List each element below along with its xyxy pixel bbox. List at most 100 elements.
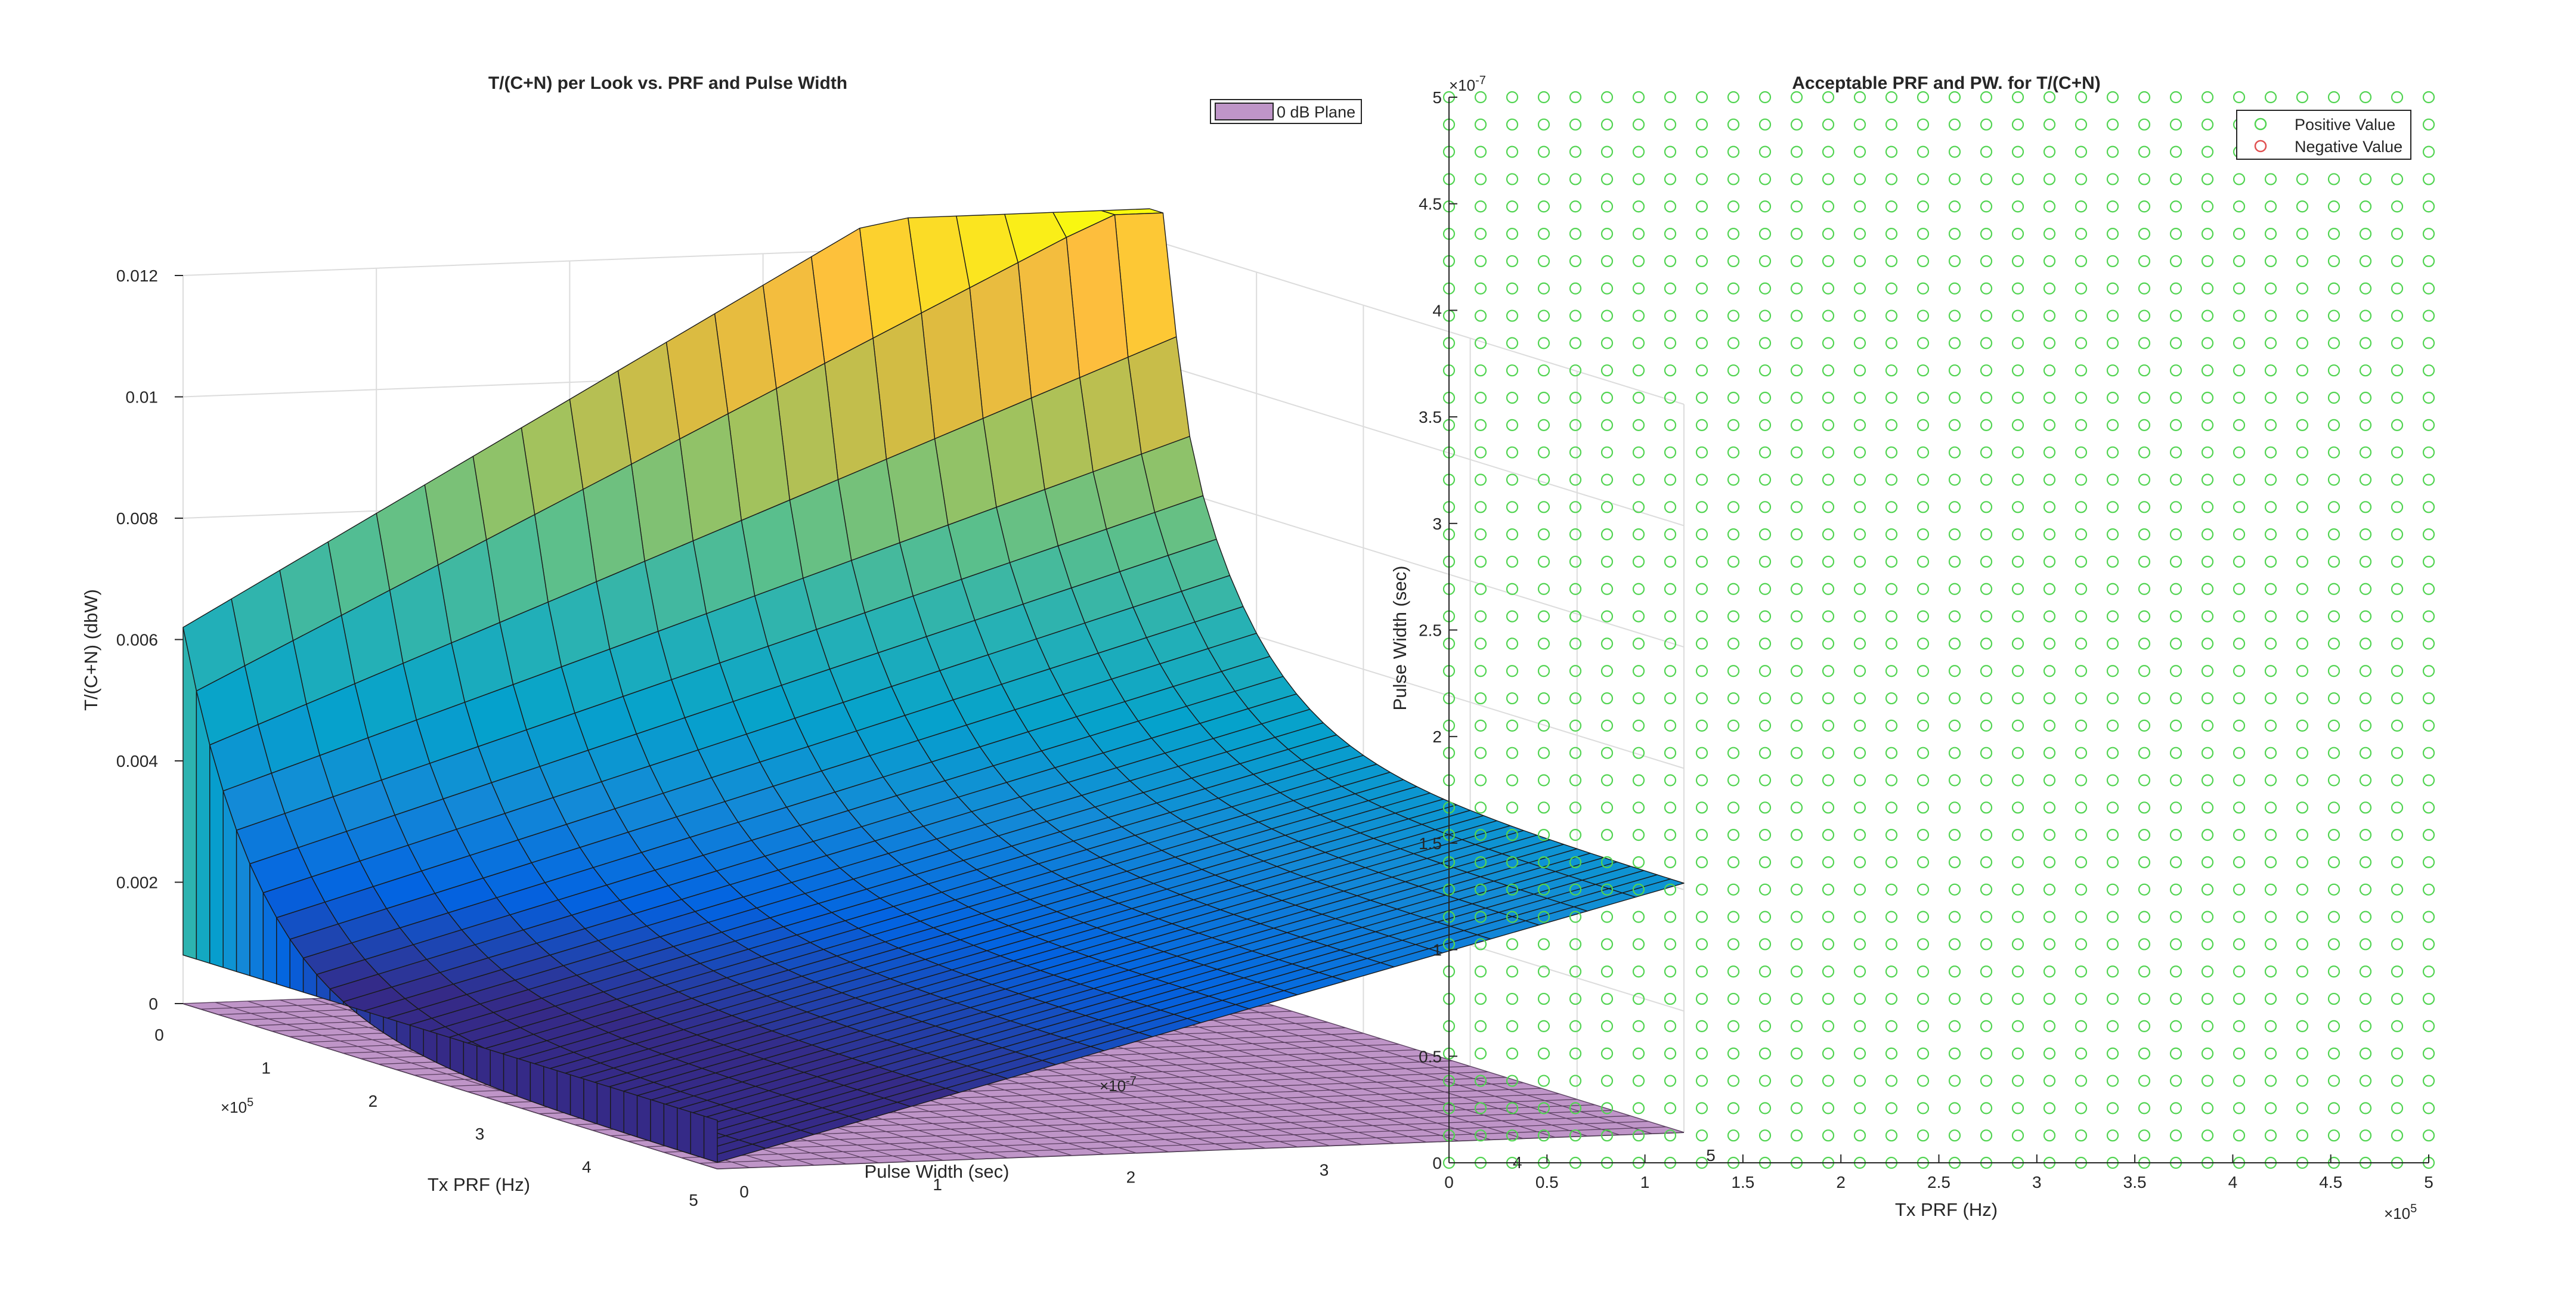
- scatter-ylabel: Pulse Width (sec): [1389, 566, 1410, 711]
- scatter-point-positive: [2138, 337, 2151, 349]
- scatter-point-positive: [1569, 282, 1582, 295]
- scatter-point-positive: [1758, 228, 1772, 240]
- scatter-point-positive: [1632, 1020, 1645, 1032]
- scatter-point-positive: [1695, 610, 1708, 623]
- scatter-point-positive: [2359, 282, 2372, 295]
- scatter-point-positive: [2422, 228, 2435, 240]
- scatter-point-positive: [2391, 337, 2404, 349]
- scatter-point-positive: [1980, 419, 1993, 431]
- scatter-point-positive: [1980, 391, 1993, 404]
- scatter-point-positive: [1853, 719, 1866, 732]
- scatter-point-positive: [1569, 473, 1582, 486]
- scatter-point-positive: [1474, 801, 1487, 814]
- scatter-point-positive: [2201, 692, 2214, 705]
- scatter-point-positive: [1474, 1047, 1487, 1060]
- scatter-point-positive: [1664, 610, 1677, 623]
- scatter-point-positive: [1727, 419, 1740, 431]
- scatter-point-positive: [2233, 747, 2246, 759]
- surface-y-tick-label: 5: [1706, 1146, 1716, 1165]
- surface-skirt: [436, 1033, 451, 1070]
- scatter-y-tick-label: 2.5: [1419, 621, 1442, 640]
- scatter-point-positive: [2011, 473, 2024, 486]
- scatter-point-positive: [2264, 309, 2277, 322]
- scatter-point-positive: [1506, 938, 1519, 951]
- scatter-point-positive: [2422, 1047, 2435, 1060]
- scatter-point-positive: [1980, 911, 1993, 923]
- scatter-point-positive: [2138, 911, 2151, 923]
- surface-y-tick-label: 0: [739, 1182, 749, 1201]
- scatter-point-positive: [1695, 938, 1708, 951]
- surface-y-tick-label: 1: [933, 1175, 942, 1194]
- scatter-point-positive: [1474, 419, 1487, 431]
- scatter-point-positive: [1790, 446, 1803, 459]
- scatter-point-positive: [2075, 91, 2088, 104]
- scatter-point-positive: [1790, 255, 1803, 268]
- scatter-point-positive: [1758, 473, 1772, 486]
- scatter-point-positive: [2011, 173, 2024, 185]
- scatter-point-positive: [2327, 528, 2340, 541]
- scatter-point-positive: [2106, 228, 2119, 240]
- scatter-point-positive: [2169, 992, 2182, 1005]
- scatter-point-positive: [2106, 583, 2119, 595]
- scatter-point-positive: [1980, 91, 1993, 104]
- scatter-point-positive: [1600, 1075, 1614, 1087]
- scatter-point-positive: [1537, 1129, 1550, 1142]
- scatter-point-positive: [1727, 555, 1740, 568]
- scatter-point-positive: [2075, 309, 2088, 322]
- scatter-point-positive: [2075, 200, 2088, 213]
- scatter-point-positive: [2138, 747, 2151, 759]
- scatter-point-positive: [2233, 419, 2246, 431]
- scatter-point-positive: [2106, 200, 2119, 213]
- scatter-point-positive: [1758, 391, 1772, 404]
- scatter-point-positive: [1916, 801, 1930, 814]
- surface-xlabel: Tx PRF (Hz): [428, 1174, 530, 1195]
- scatter-point-positive: [2201, 555, 2214, 568]
- scatter-point-positive: [1727, 856, 1740, 869]
- scatter-point-positive: [1758, 173, 1772, 185]
- scatter-point-positive: [2296, 856, 2309, 869]
- scatter-point-positive: [1790, 282, 1803, 295]
- scatter-point-positive: [1600, 1047, 1614, 1060]
- scatter-point-positive: [1537, 992, 1550, 1005]
- scatter-point-positive: [1695, 391, 1708, 404]
- surface-x-tick-label: 0: [154, 1026, 164, 1044]
- scatter-point-positive: [1980, 473, 1993, 486]
- scatter-point-positive: [1600, 91, 1614, 104]
- scatter-point-positive: [2138, 419, 2151, 431]
- scatter-point-positive: [1695, 337, 1708, 349]
- scatter-point-positive: [2201, 747, 2214, 759]
- surface-skirt: [450, 1037, 465, 1076]
- scatter-point-positive: [1790, 118, 1803, 131]
- scatter-point-positive: [1885, 501, 1898, 513]
- scatter-point-positive: [1506, 419, 1519, 431]
- scatter-point-positive: [2169, 473, 2182, 486]
- scatter-point-positive: [2327, 555, 2340, 568]
- scatter-point-positive: [2169, 747, 2182, 759]
- scatter-point-positive: [1790, 173, 1803, 185]
- scatter-point-positive: [2075, 228, 2088, 240]
- scatter-point-positive: [2201, 1102, 2214, 1114]
- scatter-point-positive: [1474, 255, 1487, 268]
- scatter-point-positive: [2391, 364, 2404, 377]
- scatter-point-positive: [2075, 992, 2088, 1005]
- scatter-point-positive: [2233, 992, 2246, 1005]
- scatter-point-positive: [2233, 337, 2246, 349]
- scatter-point-positive: [2106, 938, 2119, 951]
- scatter-point-positive: [2422, 583, 2435, 595]
- scatter-point-positive: [1948, 173, 1961, 185]
- scatter-point-positive: [2391, 309, 2404, 322]
- scatter-point-positive: [1948, 801, 1961, 814]
- scatter-point-positive: [1885, 228, 1898, 240]
- scatter-point-positive: [2138, 992, 2151, 1005]
- surface-skirt: [623, 1091, 638, 1138]
- scatter-point-positive: [2391, 719, 2404, 732]
- scatter-point-positive: [2391, 228, 2404, 240]
- scatter-point-positive: [2422, 91, 2435, 104]
- scatter-point-positive: [2169, 419, 2182, 431]
- scatter-point-positive: [2327, 883, 2340, 896]
- scatter-point-positive: [2327, 747, 2340, 759]
- scatter-point-positive: [1537, 528, 1550, 541]
- scatter-point-positive: [1506, 255, 1519, 268]
- scatter-point-positive: [1600, 282, 1614, 295]
- scatter-point-positive: [2075, 1047, 2088, 1060]
